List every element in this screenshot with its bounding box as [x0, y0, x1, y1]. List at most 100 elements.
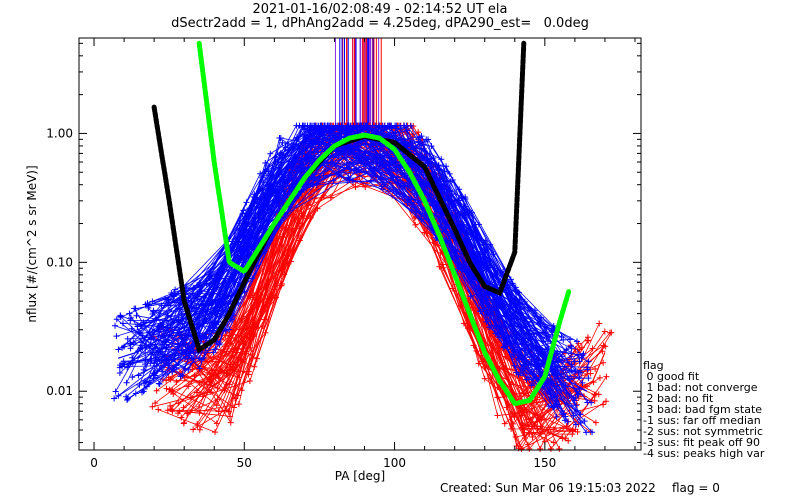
- blue-marker: [510, 352, 517, 359]
- blue-marker: [462, 194, 469, 201]
- blue-marker: [198, 356, 205, 363]
- blue-marker: [347, 166, 354, 173]
- blue-marker: [589, 429, 596, 436]
- axes: 0 50 100 150 0.01 0.10 1.00: [46, 38, 641, 470]
- blue-marker: [210, 349, 217, 356]
- red-marker: [153, 387, 160, 394]
- blue-marker: [125, 361, 132, 368]
- blue-marker: [562, 413, 569, 420]
- blue-marker: [177, 373, 184, 380]
- red-marker: [591, 397, 598, 404]
- blue-marker: [588, 399, 595, 406]
- blue-trace: [144, 125, 580, 390]
- x-tick-label: 150: [533, 456, 556, 470]
- blue-marker: [456, 186, 463, 193]
- red-marker: [592, 365, 599, 372]
- plot-frame: [78, 37, 642, 451]
- red-marker: [494, 412, 501, 419]
- blue-marker: [148, 357, 155, 364]
- blue-marker: [408, 207, 415, 214]
- blue-marker: [519, 366, 526, 373]
- blue-marker: [113, 333, 120, 340]
- red-marker: [225, 408, 232, 415]
- blue-marker: [145, 304, 152, 311]
- peak-spikes: [334, 38, 382, 129]
- blue-marker: [576, 374, 583, 381]
- blue-marker: [344, 177, 351, 184]
- chart-title-line2: dSectr2add = 1, dPhAng2add = 4.25deg, dP…: [171, 16, 589, 31]
- legend-title: flag: [643, 359, 664, 372]
- red-marker: [529, 434, 536, 441]
- blue-marker: [117, 312, 124, 319]
- blue-marker: [222, 327, 229, 334]
- blue-marker: [472, 226, 479, 233]
- blue-marker: [111, 395, 118, 402]
- legend-entry: 2 bad: no fit: [643, 392, 714, 405]
- blue-marker: [422, 148, 429, 155]
- blue-marker: [163, 344, 170, 351]
- blue-marker: [584, 366, 591, 373]
- red-marker: [196, 403, 203, 410]
- blue-marker: [307, 127, 314, 134]
- blue-marker: [196, 365, 203, 372]
- legend-entry: 0 good fit: [643, 370, 700, 383]
- blue-marker: [222, 275, 229, 282]
- blue-marker: [571, 397, 578, 404]
- red-marker: [246, 377, 253, 384]
- blue-marker: [576, 358, 583, 365]
- red-marker: [152, 400, 159, 407]
- red-marker: [501, 420, 508, 427]
- blue-marker: [345, 174, 352, 181]
- red-marker: [559, 435, 566, 442]
- blue-marker: [573, 421, 580, 428]
- red-marker: [164, 407, 171, 414]
- blue-marker: [135, 372, 142, 379]
- blue-marker: [112, 322, 119, 329]
- blue-marker: [152, 354, 159, 361]
- red-marker: [603, 398, 610, 405]
- red-marker: [537, 445, 544, 452]
- legend-entry: -1 sus: far off median: [643, 414, 761, 427]
- blue-marker: [151, 351, 158, 358]
- blue-marker: [552, 394, 559, 401]
- blue-marker: [568, 361, 575, 368]
- blue-marker: [192, 310, 199, 317]
- blue-marker: [133, 312, 140, 319]
- red-marker: [213, 420, 220, 427]
- y-tick-label: 0.10: [46, 255, 73, 269]
- red-marker: [550, 426, 557, 433]
- blue-marker: [226, 326, 233, 333]
- blue-marker: [509, 343, 516, 350]
- blue-marker: [312, 122, 319, 129]
- red-marker: [436, 263, 443, 270]
- blue-marker: [509, 312, 516, 319]
- blue-marker: [353, 122, 360, 129]
- red-marker: [475, 360, 482, 367]
- blue-marker: [441, 168, 448, 175]
- red-marker: [242, 348, 249, 355]
- red-marker: [516, 390, 523, 397]
- blue-marker: [123, 379, 130, 386]
- red-marker: [185, 383, 192, 390]
- red-marker: [170, 391, 177, 398]
- blue-marker: [337, 133, 344, 140]
- blue-marker: [554, 401, 561, 408]
- red-marker: [196, 426, 203, 433]
- red-marker: [173, 378, 180, 385]
- red-marker: [569, 431, 576, 438]
- blue-marker: [519, 327, 526, 334]
- y-axis-label: nflux [#/(cm^2 s sr MeV)]: [25, 165, 39, 322]
- red-marker: [457, 303, 464, 310]
- red-marker: [149, 403, 156, 410]
- blue-marker: [140, 388, 147, 395]
- red-marker: [190, 426, 197, 433]
- blue-marker: [418, 178, 425, 185]
- red-marker: [538, 423, 545, 430]
- blue-marker: [402, 182, 409, 189]
- blue-marker: [158, 302, 165, 309]
- red-marker: [494, 338, 501, 345]
- red-marker: [227, 419, 234, 426]
- blue-marker: [252, 196, 259, 203]
- blue-marker: [384, 161, 391, 168]
- red-marker: [596, 320, 603, 327]
